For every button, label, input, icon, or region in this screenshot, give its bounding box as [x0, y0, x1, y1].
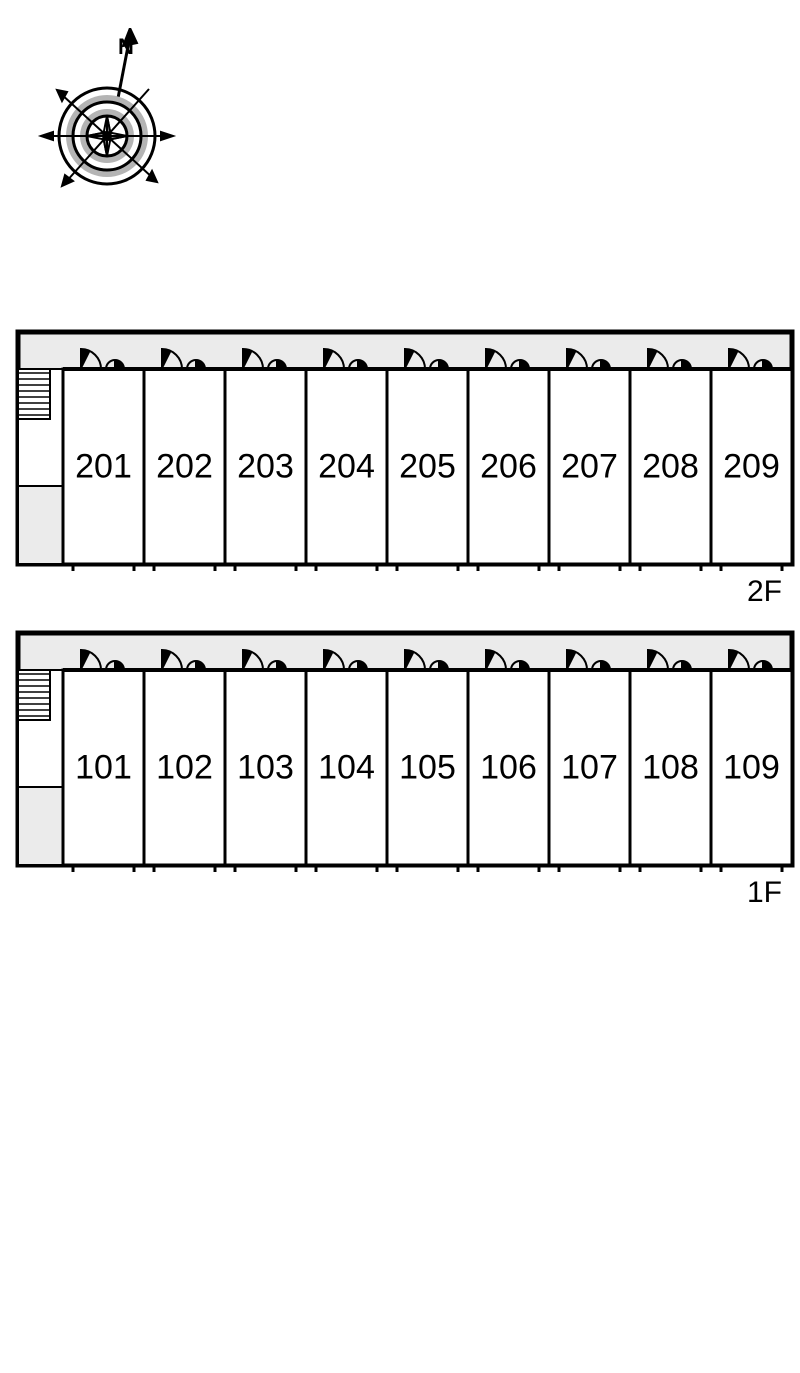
floor-label-1f: 1F: [747, 876, 782, 910]
room-number: 208: [642, 447, 699, 485]
room-number: 206: [480, 447, 537, 485]
room-number: 109: [723, 748, 780, 786]
room-number: 107: [561, 748, 618, 786]
room-number: 105: [399, 748, 456, 786]
room-number: 207: [561, 447, 618, 485]
room-number: 102: [156, 748, 213, 786]
floor-label-2f: 2F: [747, 575, 782, 609]
room-number: 204: [318, 447, 375, 485]
room-number: 202: [156, 447, 213, 485]
room-number: 106: [480, 748, 537, 786]
floor-plans: 201 202 203 204 205 206 207 208 209 101 102 103 104 1…: [0, 0, 800, 1373]
room-number: 209: [723, 447, 780, 485]
room-number: 205: [399, 447, 456, 485]
page: N: [0, 0, 800, 1373]
room-number: 201: [75, 447, 132, 485]
room-number: 103: [237, 748, 294, 786]
room-number: 203: [237, 447, 294, 485]
room-number: 108: [642, 748, 699, 786]
room-number: 104: [318, 748, 375, 786]
room-number: 101: [75, 748, 132, 786]
